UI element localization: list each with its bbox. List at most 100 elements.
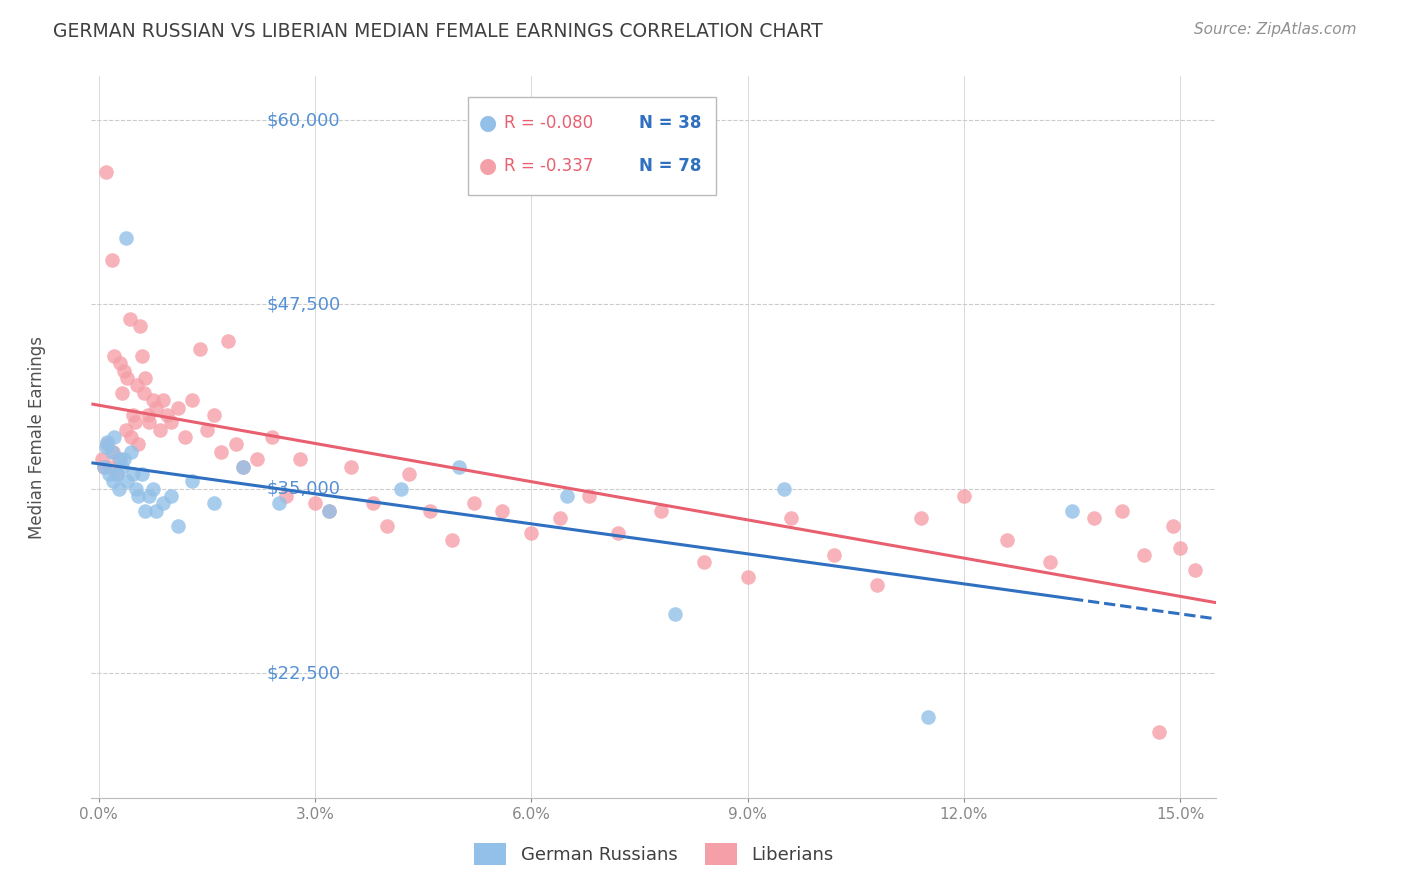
Point [202, 496, 225, 510]
Point [693, 556, 716, 570]
Point [1168, 541, 1191, 555]
Point [195, 423, 218, 437]
Point [145, 401, 167, 415]
Point [578, 489, 600, 503]
Point [664, 607, 686, 621]
Point [1111, 504, 1133, 518]
Point [103, 349, 125, 363]
Point [138, 415, 160, 429]
Point [129, 319, 152, 334]
Point [142, 482, 165, 496]
Point [122, 408, 145, 422]
Text: $35,000: $35,000 [267, 480, 340, 498]
Point [105, 467, 128, 481]
Text: ●: ● [479, 156, 498, 176]
Point [127, 489, 149, 503]
Point [149, 423, 172, 437]
Point [124, 415, 146, 429]
Point [779, 511, 801, 525]
Point [449, 459, 471, 474]
Point [107, 452, 129, 467]
Point [361, 496, 384, 510]
Point [156, 408, 179, 422]
Point [134, 504, 156, 518]
Text: $47,500: $47,500 [267, 295, 342, 313]
Point [98, 467, 121, 481]
Point [398, 467, 420, 481]
Point [142, 393, 165, 408]
Point [267, 496, 290, 510]
Point [246, 452, 269, 467]
Point [217, 334, 239, 349]
Point [1161, 518, 1184, 533]
Point [209, 445, 232, 459]
Point [120, 430, 142, 444]
Point [440, 533, 463, 548]
Point [419, 504, 441, 518]
Point [548, 511, 571, 525]
Point [110, 452, 132, 467]
Point [91, 452, 114, 467]
Point [94, 441, 117, 455]
Point [120, 445, 142, 459]
Point [290, 452, 312, 467]
Point [131, 349, 153, 363]
Point [225, 437, 247, 451]
Point [181, 475, 204, 489]
Point [152, 393, 174, 408]
Point [138, 489, 160, 503]
Point [112, 364, 135, 378]
Point [125, 482, 148, 496]
Point [606, 525, 628, 540]
Point [117, 371, 139, 385]
Point [145, 504, 167, 518]
Text: Source: ZipAtlas.com: Source: ZipAtlas.com [1194, 22, 1357, 37]
Point [202, 408, 225, 422]
Point [110, 356, 132, 370]
Point [1147, 725, 1170, 739]
Point [555, 489, 578, 503]
Text: N = 78: N = 78 [640, 157, 702, 175]
Point [318, 504, 340, 518]
Point [101, 475, 124, 489]
Point [491, 504, 513, 518]
Text: N = 38: N = 38 [640, 114, 702, 132]
Point [866, 577, 889, 591]
Point [232, 459, 254, 474]
Point [132, 385, 155, 400]
Text: R = -0.337: R = -0.337 [505, 157, 593, 175]
Legend: German Russians, Liberians: German Russians, Liberians [467, 836, 841, 872]
Point [181, 393, 204, 408]
Point [1039, 556, 1062, 570]
Point [737, 570, 759, 584]
Text: $60,000: $60,000 [267, 112, 340, 129]
Point [953, 489, 976, 503]
Point [100, 253, 122, 268]
Point [917, 710, 939, 724]
Point [118, 312, 141, 326]
Point [375, 518, 398, 533]
Point [188, 342, 211, 356]
Text: Median Female Earnings: Median Female Earnings [28, 335, 46, 539]
Point [152, 496, 174, 510]
Point [112, 452, 135, 467]
Point [463, 496, 485, 510]
Point [98, 459, 121, 474]
Point [117, 475, 139, 489]
Point [101, 445, 124, 459]
Point [93, 459, 115, 474]
Point [93, 459, 115, 474]
Point [1083, 511, 1105, 525]
Point [96, 437, 118, 451]
Point [94, 164, 117, 178]
Point [520, 525, 543, 540]
Point [127, 437, 149, 451]
Text: ●: ● [479, 112, 498, 133]
Point [115, 231, 138, 245]
Point [136, 408, 159, 422]
Point [100, 445, 122, 459]
Point [772, 482, 794, 496]
Point [274, 489, 297, 503]
Text: GERMAN RUSSIAN VS LIBERIAN MEDIAN FEMALE EARNINGS CORRELATION CHART: GERMAN RUSSIAN VS LIBERIAN MEDIAN FEMALE… [53, 22, 823, 41]
Text: R = -0.080: R = -0.080 [505, 114, 593, 132]
